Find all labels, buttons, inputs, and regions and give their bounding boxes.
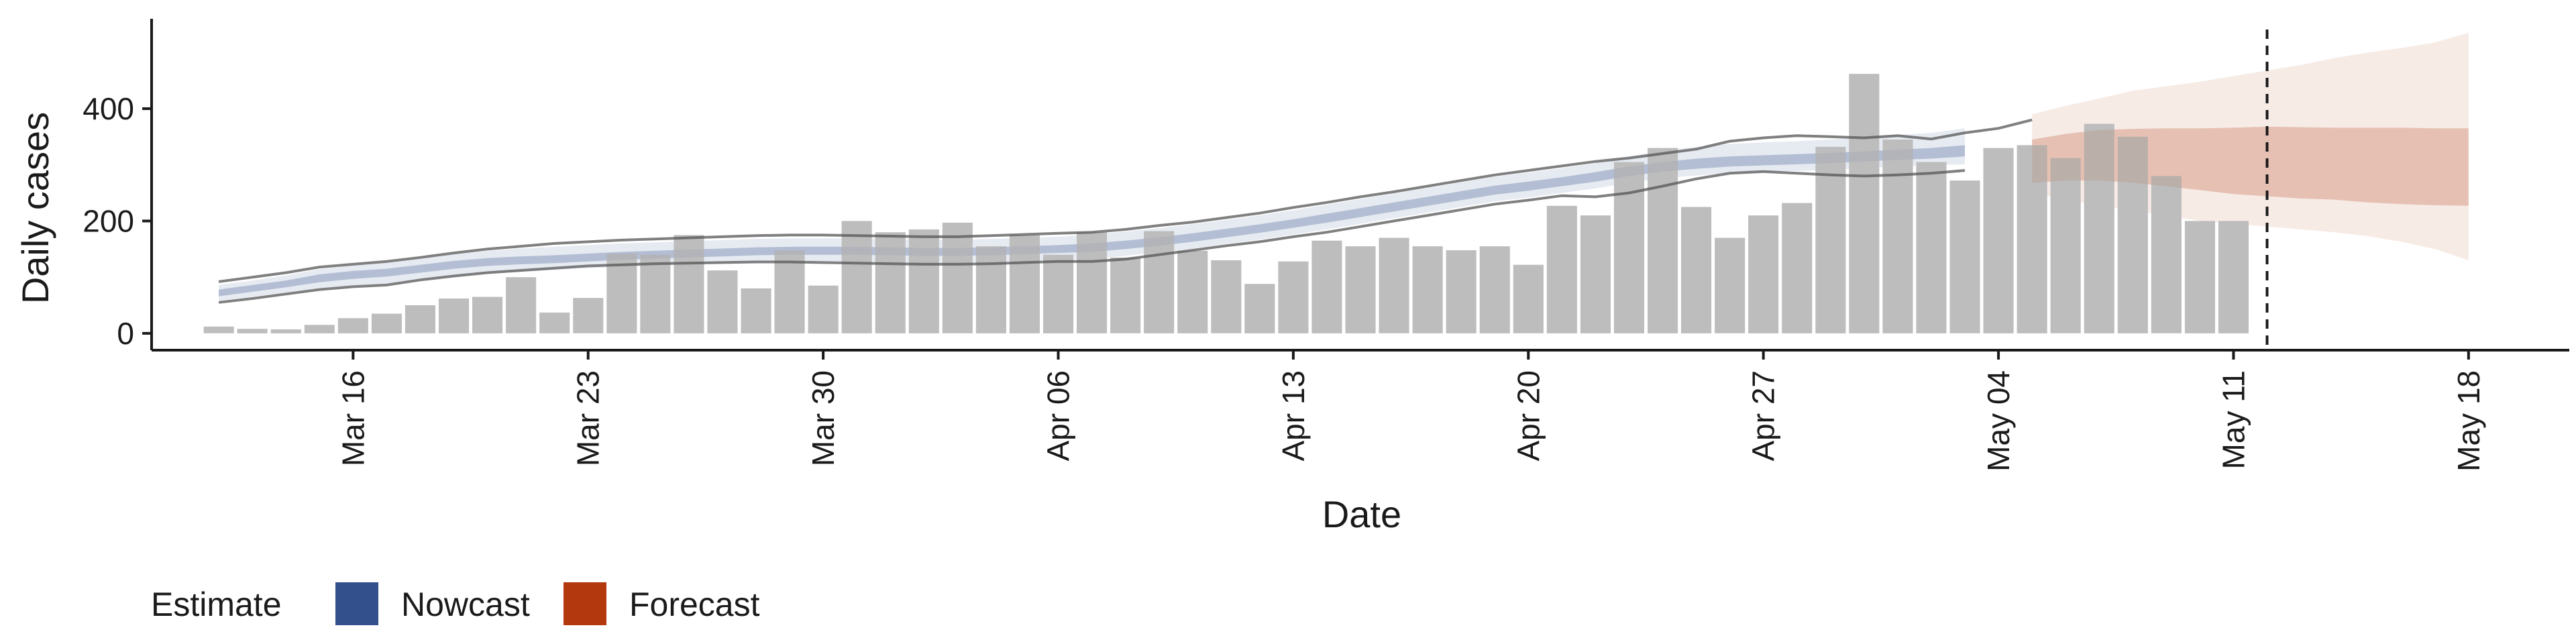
bar xyxy=(1043,254,1074,333)
bar xyxy=(1311,240,1342,333)
lower-bound-line xyxy=(218,169,1966,304)
bar xyxy=(741,288,771,333)
bar xyxy=(1446,250,1477,333)
x-tick-label: Apr 20 xyxy=(1511,370,1546,462)
x-tick-label: Mar 30 xyxy=(806,370,841,466)
x-tick-label: Apr 13 xyxy=(1276,370,1311,462)
bar xyxy=(674,235,704,333)
bar xyxy=(2050,158,2081,333)
bar xyxy=(1110,257,1141,333)
bar xyxy=(640,254,671,333)
bar xyxy=(1412,246,1443,333)
upper-bound-line xyxy=(218,118,2033,283)
bar xyxy=(1177,250,1208,333)
x-ticks: Mar 16 Mar 23 Mar 30 Apr 06 Apr 13 Apr 20 Apr … xyxy=(335,350,2486,472)
nowcast-bound-lines xyxy=(218,118,2033,304)
bar xyxy=(573,298,604,333)
bar xyxy=(1278,261,1309,333)
legend-swatch-nowcast xyxy=(335,582,378,625)
y-tick-label: 200 xyxy=(83,203,134,238)
legend-label-forecast: Forecast xyxy=(629,586,760,623)
bar xyxy=(1379,237,1409,333)
bar xyxy=(774,250,805,333)
bar xyxy=(1009,235,1040,333)
bar xyxy=(1681,207,1712,333)
bars xyxy=(203,74,2469,333)
bar xyxy=(337,318,368,333)
bar xyxy=(841,221,872,333)
x-tick-label: May 18 xyxy=(2451,370,2486,472)
x-tick-label: Apr 27 xyxy=(1746,370,1781,462)
x-tick-label: Mar 16 xyxy=(335,370,370,466)
bar xyxy=(1144,231,1175,333)
x-tick-label: May 11 xyxy=(2216,370,2251,469)
bar xyxy=(707,270,738,333)
bar xyxy=(2017,145,2047,333)
bar xyxy=(1916,162,1947,333)
y-ticks: 0 200 400 xyxy=(83,91,152,351)
bar xyxy=(2218,221,2249,333)
bar xyxy=(942,222,973,333)
x-tick-label: Mar 23 xyxy=(571,370,606,466)
legend-label-nowcast: Nowcast xyxy=(401,586,530,623)
bar xyxy=(1244,284,1275,333)
bar xyxy=(1748,215,1779,333)
x-tick-label: May 04 xyxy=(1981,370,2016,472)
bar xyxy=(506,277,537,333)
bar xyxy=(1949,180,1980,333)
bar xyxy=(1983,148,2014,333)
axes: 0 200 400 Mar 16 Mar 23 Mar 30 Apr 06 Apr 13 Ap… xyxy=(14,19,2569,535)
bar xyxy=(875,232,906,333)
y-tick-label: 0 xyxy=(117,316,134,351)
bar xyxy=(539,312,570,333)
bar xyxy=(270,329,301,333)
bar xyxy=(1782,203,1813,333)
bar xyxy=(2084,123,2114,333)
bar xyxy=(1613,162,1644,333)
bar xyxy=(975,246,1006,333)
bar xyxy=(1882,140,1913,333)
legend: Estimate Nowcast Forecast xyxy=(151,582,760,625)
bar xyxy=(2184,221,2215,333)
bar xyxy=(1211,260,1242,333)
bar xyxy=(1546,205,1577,333)
x-axis-title: Date xyxy=(1322,493,1401,535)
nowcast-band-overlay xyxy=(219,145,1965,297)
bar xyxy=(1648,148,1678,333)
bar xyxy=(808,285,839,333)
bar xyxy=(2117,136,2148,333)
bar xyxy=(1513,264,1544,333)
bar xyxy=(237,329,268,333)
bar xyxy=(304,325,335,333)
bar xyxy=(1479,246,1510,333)
bar xyxy=(908,229,939,333)
forecast-band-overlay xyxy=(2032,126,2469,206)
bar xyxy=(1580,215,1611,333)
bar xyxy=(472,297,503,333)
legend-swatch-forecast xyxy=(564,582,606,625)
x-tick-label: Apr 06 xyxy=(1041,370,1076,462)
bar xyxy=(1815,146,1846,333)
y-tick-label: 400 xyxy=(83,91,134,126)
bar xyxy=(371,313,402,333)
bar xyxy=(1849,74,1880,333)
y-axis-title: Daily cases xyxy=(14,112,56,304)
bar xyxy=(405,305,435,333)
bar xyxy=(1715,237,1746,333)
bar xyxy=(203,326,234,333)
bar xyxy=(1345,246,1376,333)
bar xyxy=(439,299,470,333)
bar xyxy=(1077,232,1108,333)
legend-title: Estimate xyxy=(151,586,282,623)
bar xyxy=(2151,176,2182,333)
bar xyxy=(606,254,637,333)
